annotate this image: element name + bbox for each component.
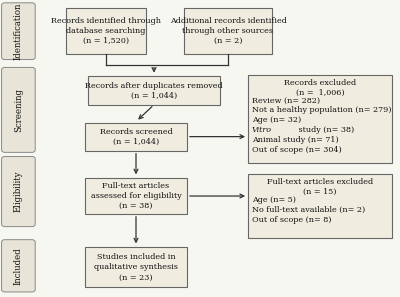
FancyBboxPatch shape xyxy=(2,67,35,152)
Bar xyxy=(248,75,392,163)
Bar xyxy=(88,77,220,105)
Text: Eligibility: Eligibility xyxy=(14,171,23,212)
Text: Out of scope (n= 8): Out of scope (n= 8) xyxy=(252,216,332,224)
FancyBboxPatch shape xyxy=(2,3,35,59)
Text: No full-text available (n= 2): No full-text available (n= 2) xyxy=(252,206,365,214)
FancyBboxPatch shape xyxy=(2,157,35,227)
Text: Full-text articles
assessed for eligibility
(n = 38): Full-text articles assessed for eligibil… xyxy=(91,182,181,210)
Text: Age (n= 5): Age (n= 5) xyxy=(252,196,296,204)
Text: Additional records identified
through other sources
(n = 2): Additional records identified through ot… xyxy=(170,17,286,45)
Text: Review (n= 282): Review (n= 282) xyxy=(252,97,320,105)
Text: Records after duplicates removed
(n = 1,044): Records after duplicates removed (n = 1,… xyxy=(85,82,223,99)
Text: Included: Included xyxy=(14,247,23,285)
Text: study (n= 38): study (n= 38) xyxy=(296,126,354,134)
Text: Identification: Identification xyxy=(14,2,23,60)
Text: Records screened
(n = 1,044): Records screened (n = 1,044) xyxy=(100,128,172,146)
Bar xyxy=(85,122,187,151)
Bar xyxy=(85,178,187,214)
Bar xyxy=(184,8,272,54)
Text: Records excluded
(n =  1,006): Records excluded (n = 1,006) xyxy=(284,79,356,96)
Text: Not a healthy population (n= 279): Not a healthy population (n= 279) xyxy=(252,107,392,114)
Bar xyxy=(66,8,146,54)
FancyBboxPatch shape xyxy=(2,240,35,292)
Text: Full-text articles excluded
(n = 15): Full-text articles excluded (n = 15) xyxy=(267,178,373,196)
Text: Records identified through
database searching
(n = 1,520): Records identified through database sear… xyxy=(51,17,161,45)
Text: Screening: Screening xyxy=(14,88,23,132)
Text: Out of scope (n= 304): Out of scope (n= 304) xyxy=(252,146,342,154)
Text: Vitro: Vitro xyxy=(252,126,272,134)
Text: Animal study (n= 71): Animal study (n= 71) xyxy=(252,136,339,144)
Bar xyxy=(248,175,392,238)
Bar xyxy=(85,247,187,287)
Text: Studies included in
qualitative synthesis
(n = 23): Studies included in qualitative synthesi… xyxy=(94,253,178,281)
Text: Age (n= 32): Age (n= 32) xyxy=(252,116,301,124)
